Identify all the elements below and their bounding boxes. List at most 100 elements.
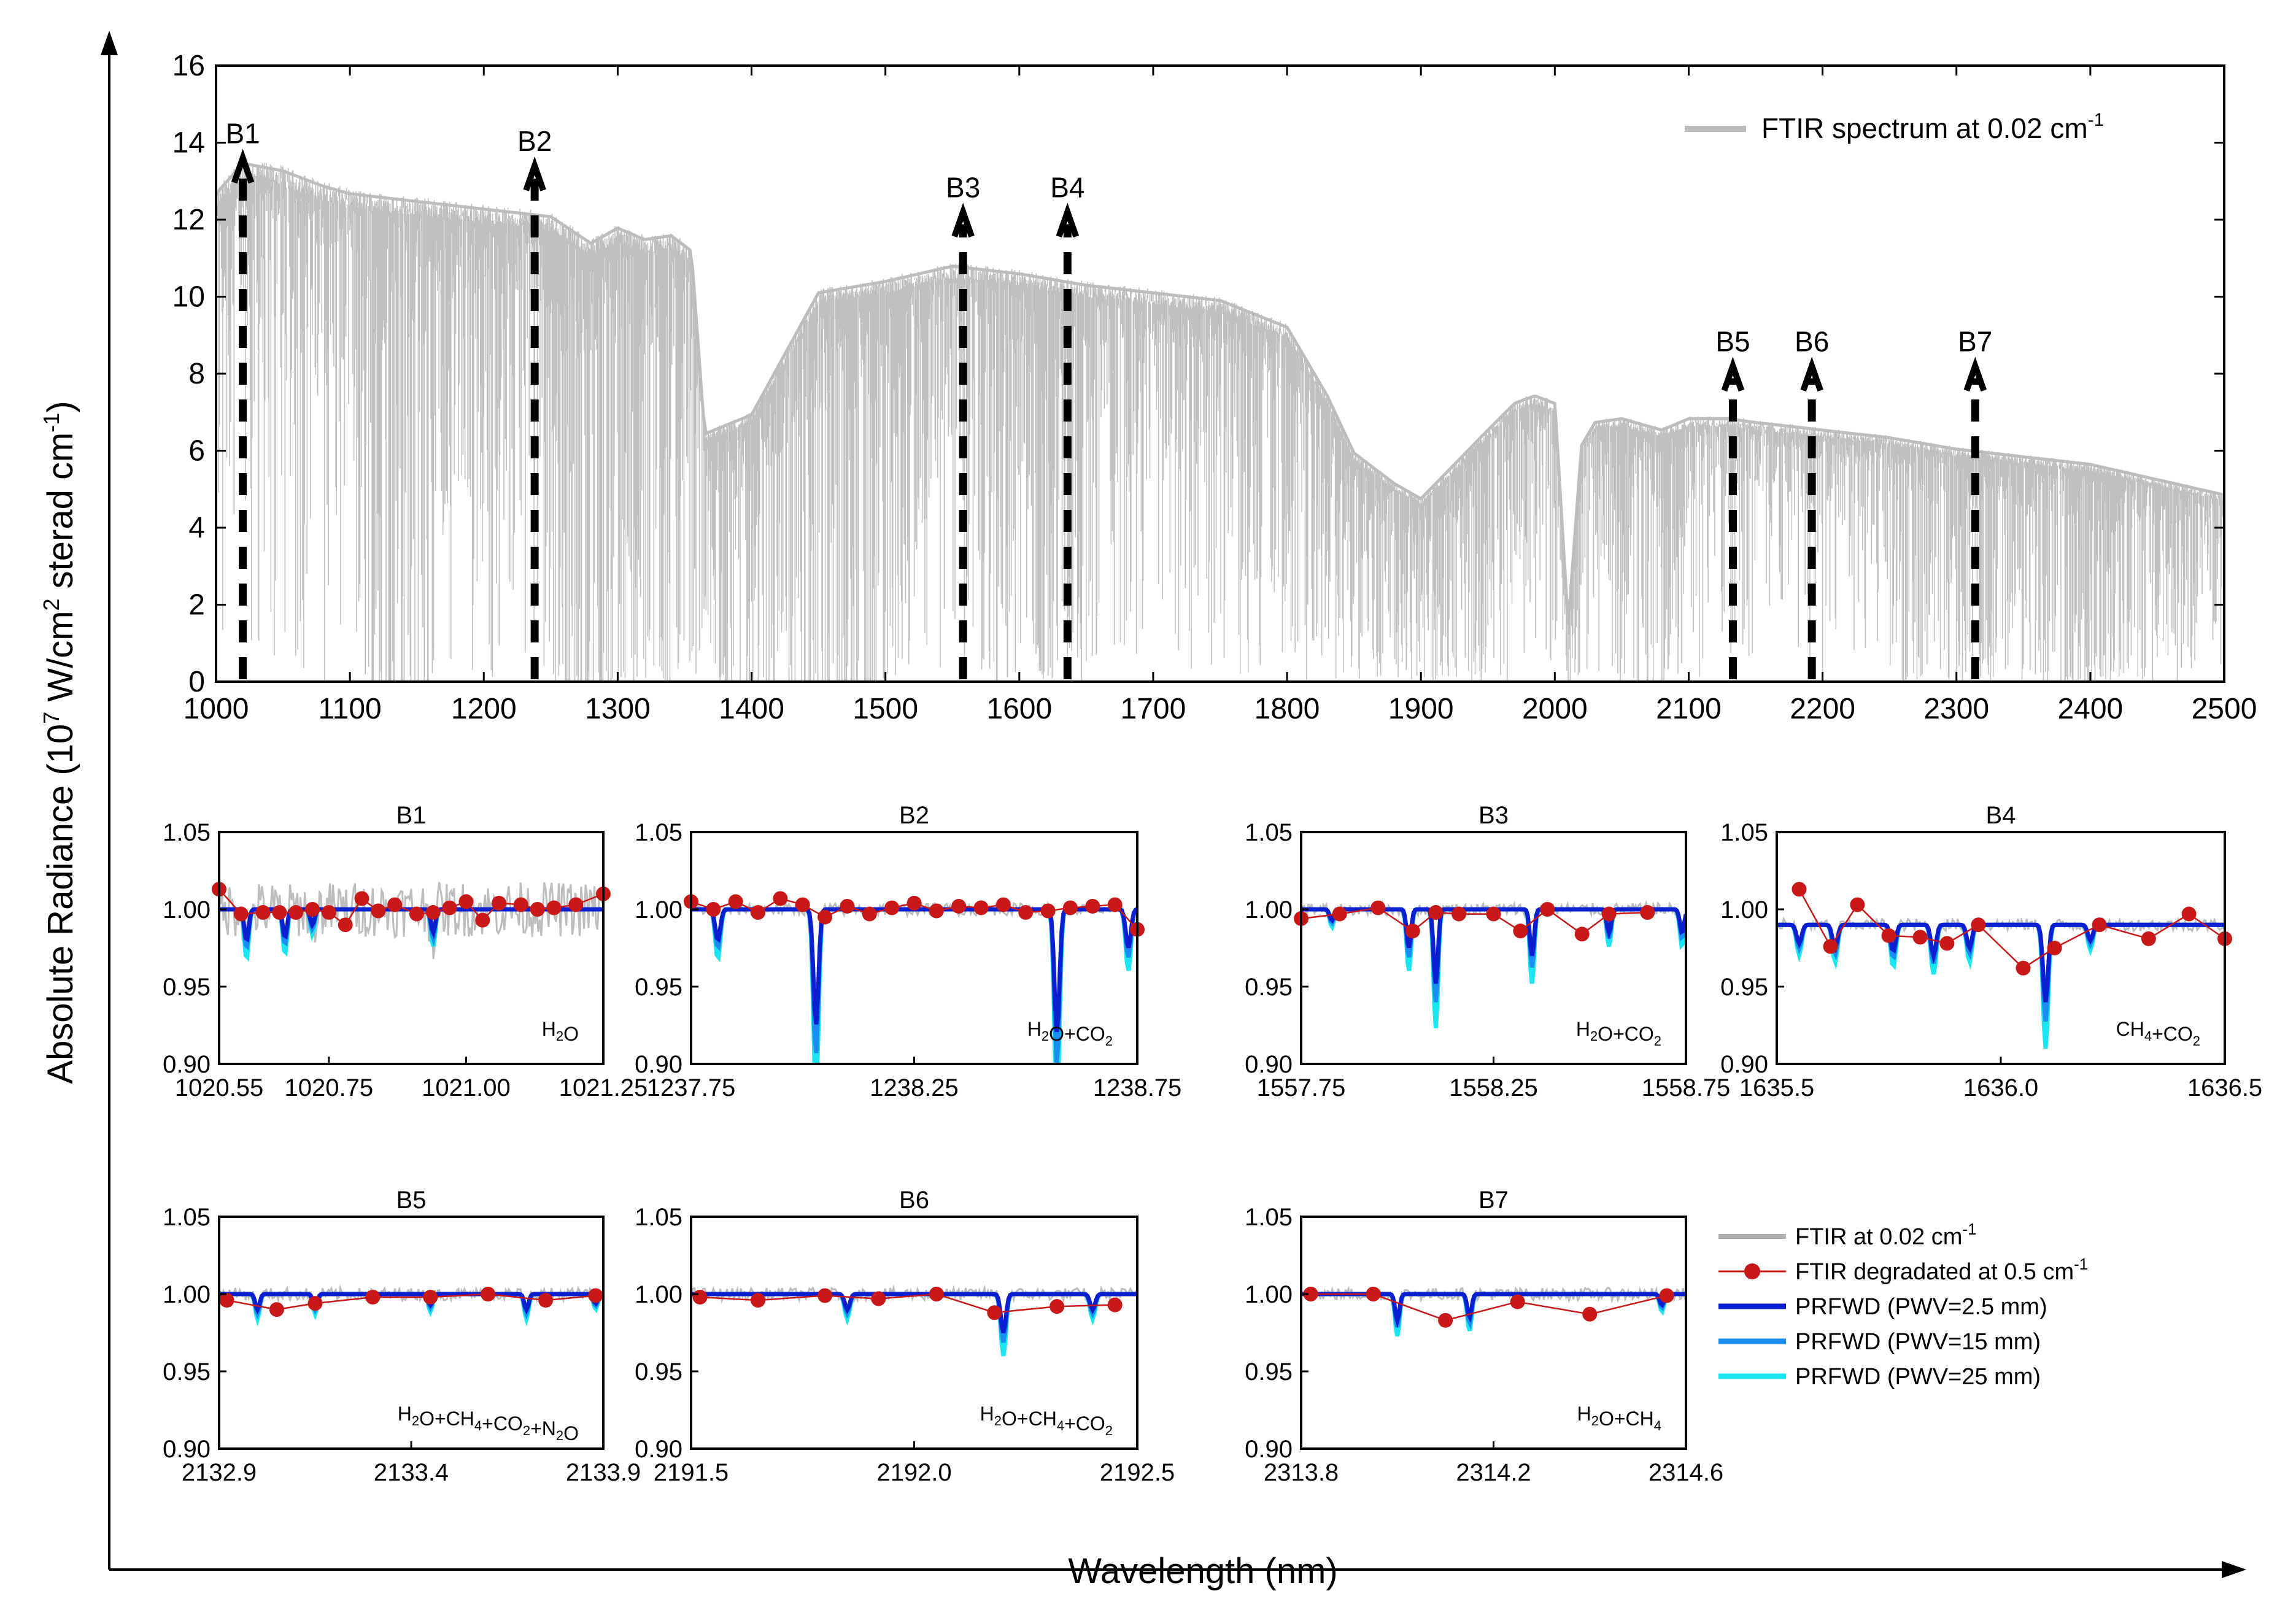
gas-label: H2O+CH4: [1577, 1403, 1661, 1433]
degraded-point: [2092, 917, 2107, 933]
pwv-2-5-series: [219, 1292, 603, 1315]
panel-frame: [218, 831, 605, 1065]
y-tick-label: 6: [188, 435, 205, 468]
degraded-point: [288, 905, 304, 920]
degraded-series: [1310, 1293, 1667, 1322]
legend-item: FTIR degradated at 0.5 cm-1: [1718, 1255, 2088, 1285]
band-label-b2: B2: [517, 125, 552, 157]
degraded-point: [1366, 1287, 1381, 1301]
x-tick-label: 1635.5: [1739, 1074, 1814, 1101]
panel-b5: 0.90 0.95 1.00 1.05 2132.9 2133.4 2133.9 B5 H2O+…: [163, 1187, 641, 1486]
band-panels: 0.90 0.95 1.00 1.05 1020.55 1020.75 1021.00 102…: [163, 802, 2262, 1486]
y-tick-label: 0.95: [163, 1358, 211, 1385]
degraded-point: [751, 905, 766, 920]
panel-plot-area: [1301, 1285, 1686, 1337]
degraded-point: [538, 1293, 554, 1308]
y-tick-label: 0.90: [163, 1051, 211, 1078]
pwv-2-5-series: [691, 907, 1137, 1033]
degraded-point: [1303, 1287, 1318, 1301]
x-tick-label: 2314.6: [1649, 1459, 1723, 1486]
degraded-point: [1438, 1312, 1453, 1328]
y-tick-label: 1.00: [163, 896, 211, 923]
degraded-point: [568, 897, 584, 912]
degraded-point: [1659, 1288, 1674, 1303]
y-tick-label: 14: [172, 127, 205, 160]
degraded-point: [795, 897, 810, 912]
band-label-b1: B1: [225, 118, 260, 150]
degraded-point: [1370, 900, 1386, 915]
x-tick-label: 1557.75: [1257, 1074, 1346, 1101]
degraded-point: [458, 894, 474, 909]
ftir-series: [219, 882, 603, 960]
degraded-point: [1971, 917, 1986, 933]
degraded-point: [1486, 906, 1501, 922]
legend-item: PRFWD (PWV=15 mm): [1718, 1329, 2041, 1355]
degraded-point: [818, 1288, 833, 1303]
x-tick-label: 1020.55: [175, 1074, 264, 1101]
y-tick-label: 1.05: [1245, 1204, 1293, 1231]
degraded-point: [1540, 902, 1555, 917]
degraded-point: [973, 900, 989, 915]
degraded-series: [700, 1293, 1115, 1314]
panel-title: B4: [1986, 802, 2016, 829]
x-tick-label: 2132.9: [182, 1459, 257, 1486]
x-tick-label: 1800: [1254, 693, 1320, 725]
gas-label: H2O: [542, 1018, 579, 1045]
band-label-b3: B3: [946, 171, 980, 203]
spectrum-envelope: [215, 161, 2225, 625]
degraded-point: [862, 906, 877, 922]
x-tick-label: 2133.9: [566, 1459, 641, 1486]
x-tick-label: 1300: [585, 693, 651, 725]
degraded-point: [481, 1287, 496, 1301]
x-tick-label: 1020.75: [285, 1074, 374, 1101]
x-tick-label: 2191.5: [654, 1459, 729, 1486]
x-tick-label: 1636.5: [2187, 1074, 2262, 1101]
degraded-point: [728, 894, 743, 909]
degraded-point: [773, 891, 788, 906]
x-tick-label: 2200: [1790, 693, 1855, 725]
arrow-head-icon: [1963, 356, 1987, 392]
panel-plot-area: [1777, 916, 2225, 1049]
legend: FTIR at 0.02 cm-1 FTIR degradated at 0.5 …: [1718, 1220, 2088, 1390]
x-tick-label: 1200: [451, 693, 517, 725]
band-label-b4: B4: [1050, 171, 1084, 203]
degraded-point: [1850, 897, 1865, 912]
y-tick-label: 0.90: [1245, 1051, 1293, 1078]
x-tick-label: 1600: [986, 693, 1052, 725]
x-tick-label: 2400: [2057, 693, 2123, 725]
panel-b2: 0.90 0.95 1.00 1.05 1237.75 1238.25 1238.75 B2 H…: [635, 802, 1181, 1101]
x-tick-label: 1021.25: [559, 1074, 648, 1101]
gas-label: H2O+CO2: [1576, 1018, 1661, 1049]
band-arrows: B1 B2 B3 B4 B5 B6 B7: [225, 118, 1992, 679]
y-tick-label: 2: [188, 589, 205, 622]
degraded-point: [1107, 897, 1123, 912]
pwv-15-series: [1301, 907, 1686, 1003]
y-tick-label: 0.95: [1720, 974, 1768, 1001]
x-tick-label: 1700: [1121, 693, 1186, 725]
pwv-15-series: [1301, 1292, 1686, 1330]
y-tick-label: 0.95: [635, 974, 682, 1001]
degraded-point: [1792, 882, 1807, 897]
legend-item: FTIR at 0.02 cm-1: [1718, 1220, 1977, 1250]
degraded-point: [219, 1293, 234, 1308]
y-tick-label: 0.95: [635, 1358, 682, 1385]
degraded-point: [1513, 923, 1528, 939]
x-tick-label: 1000: [184, 693, 249, 725]
degraded-point: [706, 902, 721, 917]
y-tick-label: 1.00: [1245, 896, 1293, 923]
pwv-2-5-series: [1777, 922, 2225, 1003]
degraded-point: [307, 1296, 323, 1311]
y-tick-label: 1.05: [1245, 819, 1293, 846]
degraded-point: [233, 906, 249, 922]
y-tick-label: 1.05: [163, 819, 211, 846]
degraded-point: [442, 900, 457, 915]
degraded-series: [218, 888, 604, 927]
degraded-point: [425, 905, 441, 920]
pwv-25-series: [1301, 1292, 1686, 1337]
y-tick-label: 0.95: [163, 974, 211, 1001]
degraded-point: [840, 898, 855, 914]
y-tick-label: 8: [188, 358, 205, 390]
degraded-point: [321, 905, 336, 920]
panel-title: B3: [1478, 802, 1509, 829]
y-tick-label: 4: [188, 512, 205, 544]
